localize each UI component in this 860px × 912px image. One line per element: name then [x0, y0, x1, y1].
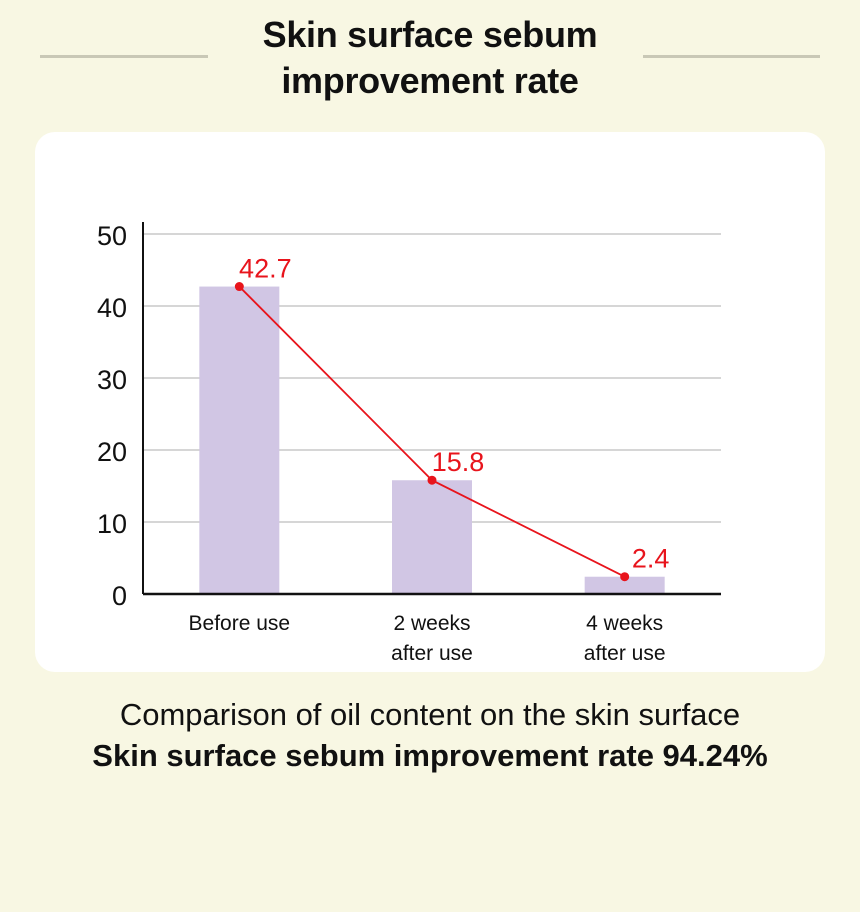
- data-point-0: [234, 282, 244, 292]
- y-tick-label-40: 40: [97, 293, 127, 323]
- data-point-1: [427, 475, 437, 485]
- page-title: Skin surface sebum improvement rate: [200, 12, 660, 104]
- bar-line-chart: 0 10 20 30 40 50 42.7 15.8 2.4 Before use 2 weeks a…: [97, 221, 721, 665]
- bar-2: [584, 576, 665, 594]
- caption-line-2: Skin surface sebum improvement rate 94.2…: [92, 738, 768, 773]
- data-point-2: [620, 572, 630, 582]
- x-tick-label-2-0: 4 weeks: [586, 612, 663, 635]
- y-tick-label-20: 20: [97, 437, 127, 467]
- x-tick-label-0-0: Before use: [189, 612, 291, 635]
- y-tick-label-50: 50: [97, 221, 127, 251]
- y-tick-label-30: 30: [97, 365, 127, 395]
- title-line-1: Skin surface sebum: [262, 14, 598, 55]
- title-rule-left: [40, 55, 208, 58]
- x-tick-label-1-1: after use: [391, 642, 473, 665]
- x-tick-label-1-0: 2 weeks: [393, 612, 470, 635]
- y-tick-label-10: 10: [97, 509, 127, 539]
- title-rule-right: [643, 55, 820, 58]
- bar-0: [199, 286, 280, 594]
- bar-1: [392, 480, 472, 594]
- header: Skin surface sebum improvement rate: [0, 0, 860, 120]
- chart-card: 0 10 20 30 40 50 42.7 15.8 2.4 Before use 2 weeks a…: [35, 132, 825, 672]
- title-line-2: improvement rate: [281, 60, 579, 101]
- data-label-0: 42.7: [239, 254, 292, 284]
- data-label-1: 15.8: [432, 447, 485, 477]
- caption-line-1: Comparison of oil content on the skin su…: [119, 697, 741, 732]
- data-label-2: 2.4: [632, 544, 670, 574]
- y-tick-label-0: 0: [112, 581, 127, 611]
- x-tick-label-2-1: after use: [584, 642, 666, 665]
